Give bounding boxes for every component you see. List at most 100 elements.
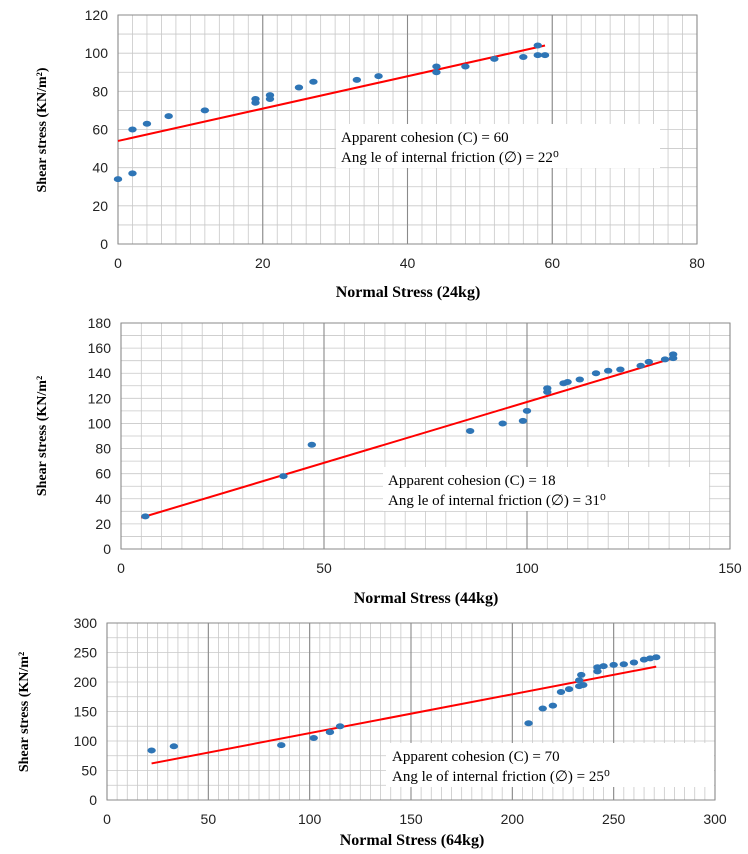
annotation-box: Apparent cohesion (C) = 70 Ang le of int… xyxy=(386,743,714,787)
data-point xyxy=(575,376,584,383)
annotation-background xyxy=(336,124,660,168)
x-axis-label: Normal Stress (64kg) xyxy=(340,832,485,849)
data-point xyxy=(604,367,613,374)
data-point xyxy=(465,427,475,434)
y-tick-label: 0 xyxy=(100,236,108,252)
x-axis-label: Normal Stress (44kg) xyxy=(354,590,499,607)
y-tick-label: 120 xyxy=(88,390,112,406)
data-point xyxy=(335,723,345,730)
y-tick-label: 200 xyxy=(74,674,98,690)
data-point xyxy=(616,366,625,373)
data-point xyxy=(577,671,586,678)
y-tick-label: 250 xyxy=(74,645,98,661)
chart-points xyxy=(141,351,678,520)
trendline xyxy=(141,357,674,519)
x-tick-label: 100 xyxy=(298,811,322,827)
x-tick-label: 60 xyxy=(544,255,560,271)
chart-24kg: 0 20 40 60 80 100 120 0 20 40 60 80 Normal Stress (… xyxy=(35,7,705,301)
data-point xyxy=(575,677,584,684)
chart-tick-labels: 0 20 40 60 80 100 120 140 160 180 0 50 100 150 xyxy=(88,315,742,576)
data-point xyxy=(564,686,574,693)
x-tick-label: 20 xyxy=(255,255,271,271)
data-point xyxy=(200,107,210,114)
y-axis-label: Shear stress (KN/m² xyxy=(35,376,50,496)
annotation-background xyxy=(386,743,714,787)
annotation-box: Apparent cohesion (C) = 18 Ang le of int… xyxy=(383,467,709,511)
data-point xyxy=(593,668,602,675)
data-point xyxy=(432,63,441,70)
y-tick-label: 50 xyxy=(81,763,97,779)
data-point xyxy=(533,42,542,49)
annotation-box: Apparent cohesion (C) = 60 Ang le of int… xyxy=(336,124,660,168)
y-tick-label: 300 xyxy=(74,615,98,631)
data-point xyxy=(563,379,572,386)
data-point xyxy=(636,362,645,369)
y-tick-label: 60 xyxy=(95,466,111,482)
cohesion-label: Apparent cohesion (C) = 60 xyxy=(341,130,509,146)
chart-64kg: 0 50 100 150 200 250 300 0 50 100 150 200 250 300 Nor… xyxy=(17,615,727,849)
data-point xyxy=(307,441,317,448)
x-tick-label: 0 xyxy=(114,255,122,271)
plot-border xyxy=(106,622,716,801)
data-point xyxy=(490,55,499,62)
y-tick-label: 0 xyxy=(103,541,111,557)
data-point xyxy=(556,689,566,696)
plot-border xyxy=(120,322,731,550)
y-tick-label: 40 xyxy=(95,491,111,507)
data-point xyxy=(141,513,150,520)
data-point xyxy=(619,661,628,668)
data-point xyxy=(609,661,618,668)
plot-border xyxy=(117,14,698,245)
trendline xyxy=(151,665,657,765)
y-tick-label: 20 xyxy=(95,516,111,532)
y-tick-label: 100 xyxy=(88,415,112,431)
data-point xyxy=(540,52,550,59)
y-tick-label: 100 xyxy=(74,733,98,749)
data-point xyxy=(599,663,608,670)
y-tick-label: 0 xyxy=(89,792,97,808)
data-point xyxy=(538,705,547,712)
trendline xyxy=(117,44,546,142)
data-point xyxy=(522,407,532,414)
data-point xyxy=(309,78,318,85)
x-tick-label: 40 xyxy=(400,255,416,271)
data-point xyxy=(277,742,286,749)
data-point xyxy=(579,681,588,688)
friction-angle-label: Ang le of internal friction (∅) = 25⁰ xyxy=(392,769,610,785)
y-tick-label: 20 xyxy=(92,198,108,214)
data-point xyxy=(113,176,123,183)
data-point xyxy=(533,52,542,59)
data-point xyxy=(251,95,260,102)
chart-tick-labels: 0 20 40 60 80 100 120 0 20 40 60 80 xyxy=(85,7,705,271)
y-tick-label: 60 xyxy=(92,122,108,138)
x-tick-label: 150 xyxy=(399,811,423,827)
annotation-background xyxy=(383,467,709,511)
x-tick-label: 80 xyxy=(689,255,705,271)
x-tick-label: 300 xyxy=(703,811,727,827)
cohesion-label: Apparent cohesion (C) = 18 xyxy=(388,473,556,489)
y-tick-label: 100 xyxy=(85,45,109,61)
cohesion-label: Apparent cohesion (C) = 70 xyxy=(392,749,560,765)
data-point xyxy=(652,654,661,661)
data-point xyxy=(352,76,362,83)
y-tick-label: 40 xyxy=(92,160,108,176)
data-point xyxy=(164,113,173,120)
data-point xyxy=(147,747,156,754)
x-axis-label: Normal Stress (24kg) xyxy=(336,284,481,301)
data-point xyxy=(128,126,137,133)
y-axis-label: Shear stress (KN/m²) xyxy=(35,67,50,192)
data-point xyxy=(543,385,552,392)
y-tick-label: 180 xyxy=(88,315,112,331)
friction-angle-label: Ang le of internal friction (∅) = 22⁰ xyxy=(341,150,559,166)
data-point xyxy=(142,120,152,127)
data-point xyxy=(325,729,335,736)
data-point xyxy=(668,351,678,358)
chart-tick-labels: 0 50 100 150 200 250 300 0 50 100 150 200 250 300 xyxy=(74,615,727,827)
data-point xyxy=(279,473,288,480)
x-tick-label: 0 xyxy=(103,811,111,827)
chart-44kg: 0 20 40 60 80 100 120 140 160 180 0 50 100 150 Normal… xyxy=(35,315,742,607)
data-point xyxy=(524,720,533,727)
y-tick-label: 80 xyxy=(95,441,111,457)
data-point xyxy=(629,659,639,666)
